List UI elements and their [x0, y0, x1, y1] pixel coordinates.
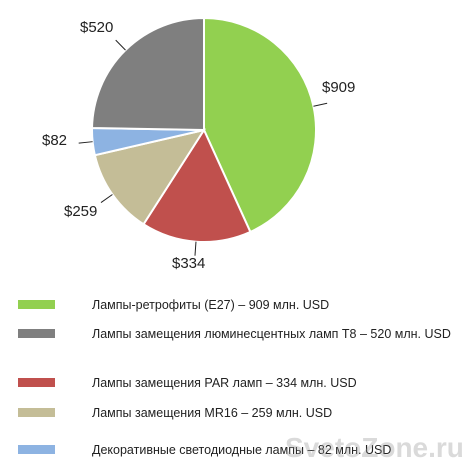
legend-label: Лампы-ретрофиты (E27) – 909 млн. USD [92, 298, 330, 312]
chart: $909 $334 $259 $82 $520 [42, 16, 355, 272]
watermark: SvetoZone.ru [285, 432, 464, 463]
legend-label: Лампы замещения MR16 – 259 млн. USD [92, 406, 333, 420]
legend-entry: Лампы замещения MR16 – 259 млн. USD [18, 405, 468, 421]
legend-swatch [18, 329, 55, 338]
pie-slice [142, 127, 252, 243]
legend-swatch [18, 408, 55, 417]
legend-label: Лампы замещения PAR ламп – 334 млн. USD [92, 376, 357, 390]
leader-line [100, 194, 113, 203]
value-label: $334 [172, 255, 205, 272]
value-label: $82 [42, 132, 67, 149]
leader-line [78, 141, 93, 144]
legend-entry: Декоративные светодиодные лампы – 82 млн… [18, 442, 468, 458]
legend-swatch [18, 378, 55, 387]
legend-swatch [18, 300, 55, 309]
legend-label: Декоративные светодиодные лампы – 82 млн… [92, 443, 392, 457]
legend-entry: Лампы-ретрофиты (E27) – 909 млн. USD [18, 297, 468, 313]
legend-entry: Лампы замещения люминесцентных ламп T8 –… [18, 326, 468, 342]
leader-line [313, 102, 328, 107]
legend-swatch [18, 445, 55, 454]
legend-entry: Лампы замещения PAR ламп – 334 млн. USD [18, 375, 468, 391]
pie-slice [203, 16, 317, 234]
value-label: $909 [322, 79, 355, 96]
pie-slice [90, 16, 205, 132]
value-label: $259 [64, 203, 97, 220]
legend-label: Лампы замещения люминесцентных ламп T8 –… [92, 327, 451, 341]
value-label: $520 [80, 19, 113, 36]
leader-line [115, 39, 126, 51]
leader-line [194, 241, 197, 256]
